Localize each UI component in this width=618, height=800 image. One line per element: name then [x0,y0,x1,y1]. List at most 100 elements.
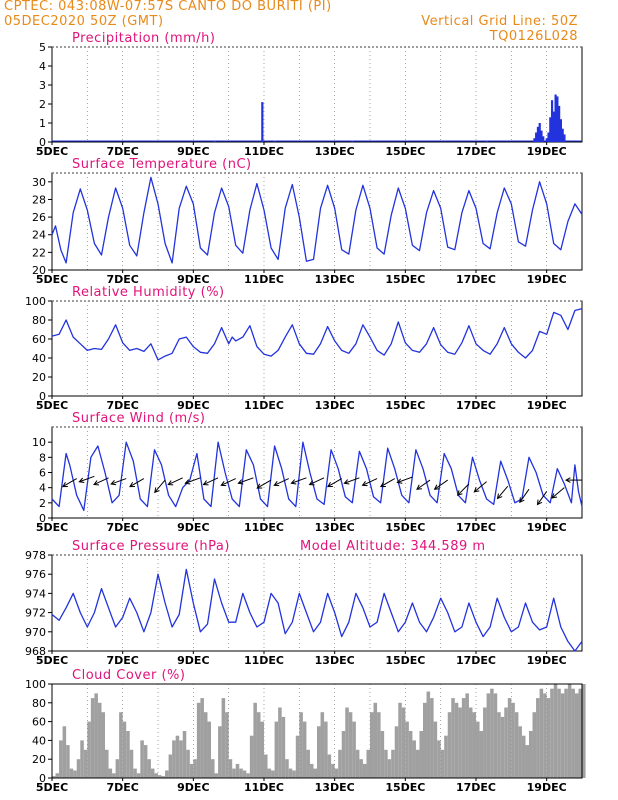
temp-xtick-label: 5DEC [36,273,68,286]
precip-xtick-label: 9DEC [177,145,209,158]
wind-arrow-head [361,481,368,487]
cloud-panel [48,683,586,781]
wind-arrow [129,478,145,487]
wind-ytick-label: 8 [39,451,46,464]
press-xtick-label: 17DEC [456,654,496,667]
cloud-area-bar [504,707,508,778]
wind-arrow [434,479,449,490]
cloud-area-bar [550,688,554,778]
cloud-area-bar [458,707,462,778]
wind-arrow-head [519,497,525,504]
cloud-area-bar [90,698,95,778]
cloud-area-bar [465,693,469,778]
wind-arrow [457,483,470,496]
cloud-area-bar [129,749,134,778]
temp-xtick-label: 19DEC [527,273,567,286]
wind-ytick-label: 4 [39,482,46,495]
cloud-area-bar [165,770,169,778]
wind-arrow-head [202,480,209,486]
cloud-area-bar [532,712,537,778]
wind-arrow [537,491,548,505]
cloud-area-bar [320,712,325,778]
cloud-area-bar [175,735,180,778]
cloud-area-bar [203,712,208,778]
cloud-area-bar [546,698,551,778]
cloud-area-bar [423,702,427,778]
temp-xtick-label: 9DEC [177,273,209,286]
precip-xtick-label: 15DEC [385,145,425,158]
wind-arrow-head [273,481,280,487]
cloud-area-bar [437,740,441,778]
precip-bar [536,126,540,142]
cloud-xtick-label: 5DEC [36,781,68,794]
precip-bar [545,138,548,142]
precip-bar [540,130,543,142]
cloud-area-bar [105,749,109,778]
wind-arrow-head [456,490,463,496]
cloud-area-bar [366,749,370,778]
cloud-area-bar [214,773,219,778]
wind-arrow [380,478,395,487]
precip-bar [563,134,566,142]
press-ytick-label: 974 [25,587,46,600]
temp-xtick-label: 13DEC [315,273,355,286]
precip-bar [550,100,554,142]
rh-title: Relative Humidity (%) [72,285,225,300]
wind-xtick-label: 15DEC [385,521,425,534]
cloud-area-bar [384,749,388,778]
wind-arrow [362,478,378,486]
cloud-area-bar [87,721,91,778]
precip-bar [485,141,488,142]
precip-panel [48,46,583,145]
cloud-area-bar [415,749,420,778]
wind-arrow-head [237,479,244,485]
cloud-area-bar [490,688,494,778]
cloud-area-bar [472,712,476,778]
precip-xtick-label: 17DEC [456,145,496,158]
cloud-area-bar [582,684,586,778]
cloud-area-bar [112,773,116,778]
cloud-area-bar [256,712,261,778]
cloud-area-bar [543,693,547,778]
cloud-area-bar [302,721,307,778]
wind-xtick-label: 19DEC [527,521,567,534]
cloud-area-bar [221,698,226,778]
press-xtick-label: 13DEC [315,654,355,667]
cloud-area-bar [267,768,272,778]
wind-xtick-label: 9DEC [177,521,209,534]
precip-ytick-label: 1 [39,117,46,130]
temp-frame [51,172,583,271]
wind-arrow-head [308,480,315,486]
wind-arrow [416,479,431,490]
wind-arrow-head [433,484,440,490]
precip-xtick-label: 11DEC [244,145,284,158]
cloud-area-bar [461,698,466,778]
cloud-area-bar [405,721,409,778]
temp-ytick-label: 26 [32,211,46,224]
wind-xtick-label: 5DEC [36,521,68,534]
wind-title: Surface Wind (m/s) [72,411,205,426]
wind-arrow-head [110,479,117,486]
wind-ytick-label: 2 [39,497,46,510]
wind-arrow [238,477,254,484]
press-xtick-label: 11DEC [244,654,284,667]
cloud-xtick-label: 13DEC [315,781,355,794]
precip-xtick-label: 19DEC [527,145,567,158]
wind-arrow [168,477,183,486]
wind-arrow [62,478,77,487]
cloud-area-bar [380,731,385,778]
cloud-area-bar [306,749,310,778]
cloud-area-bar [274,721,279,778]
cloud-area-bar [341,731,346,778]
cloud-area-bar [419,731,423,778]
cloud-area-bar [143,745,148,778]
cloud-area-bar [394,726,399,778]
cloud-area-bar [500,716,505,778]
rh-line [51,307,583,361]
cloud-area-bar [115,759,120,778]
temp-xtick-label: 7DEC [106,273,138,286]
rh-xtick-label: 9DEC [177,399,209,412]
rh-xtick-label: 11DEC [244,399,284,412]
cloud-area-bar [529,731,533,778]
cloud-area-bar [444,735,448,778]
